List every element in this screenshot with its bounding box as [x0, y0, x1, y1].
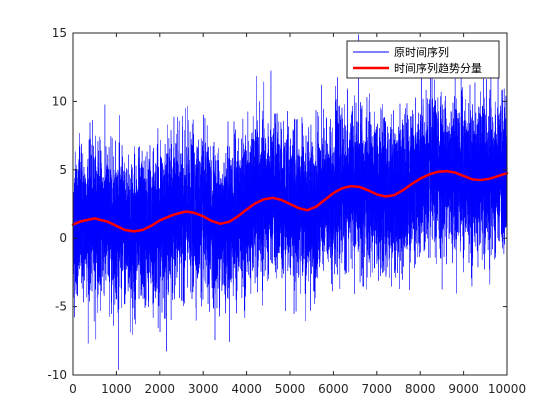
- x-tick-label: 3000: [188, 382, 219, 396]
- x-tick-label: 2000: [145, 382, 176, 396]
- x-tick-label: 8000: [405, 382, 436, 396]
- y-tick-label: -10: [47, 368, 67, 382]
- series-trend-line: [71, 169, 509, 233]
- x-tick-label: 4000: [231, 382, 262, 396]
- legend-box: [346, 40, 500, 79]
- y-tick-label: 10: [52, 94, 67, 108]
- legend: 原时间序列 时间序列趋势分量: [346, 40, 500, 79]
- y-tick-label: 15: [52, 26, 67, 40]
- y-tick-label: 0: [59, 231, 67, 245]
- x-tick-label: 6000: [318, 382, 349, 396]
- legend-label-original: 原时间序列: [394, 45, 449, 59]
- y-tick-label: -5: [55, 300, 67, 314]
- x-tick-label: 10000: [488, 382, 526, 396]
- x-tick-label: 9000: [448, 382, 479, 396]
- x-tick-label: 0: [69, 382, 77, 396]
- axis-layer: 0 1000 2000 3000 4000 5000 6000 7000 8000 9000 100…: [47, 26, 526, 396]
- data-layer: [71, 34, 509, 370]
- y-tick-label: 5: [59, 163, 67, 177]
- legend-label-trend: 时间序列趋势分量: [394, 61, 482, 75]
- x-tick-label: 5000: [275, 382, 306, 396]
- x-tick-label: 7000: [362, 382, 393, 396]
- x-tick-label: 1000: [101, 382, 132, 396]
- series-original-line: [72, 34, 508, 370]
